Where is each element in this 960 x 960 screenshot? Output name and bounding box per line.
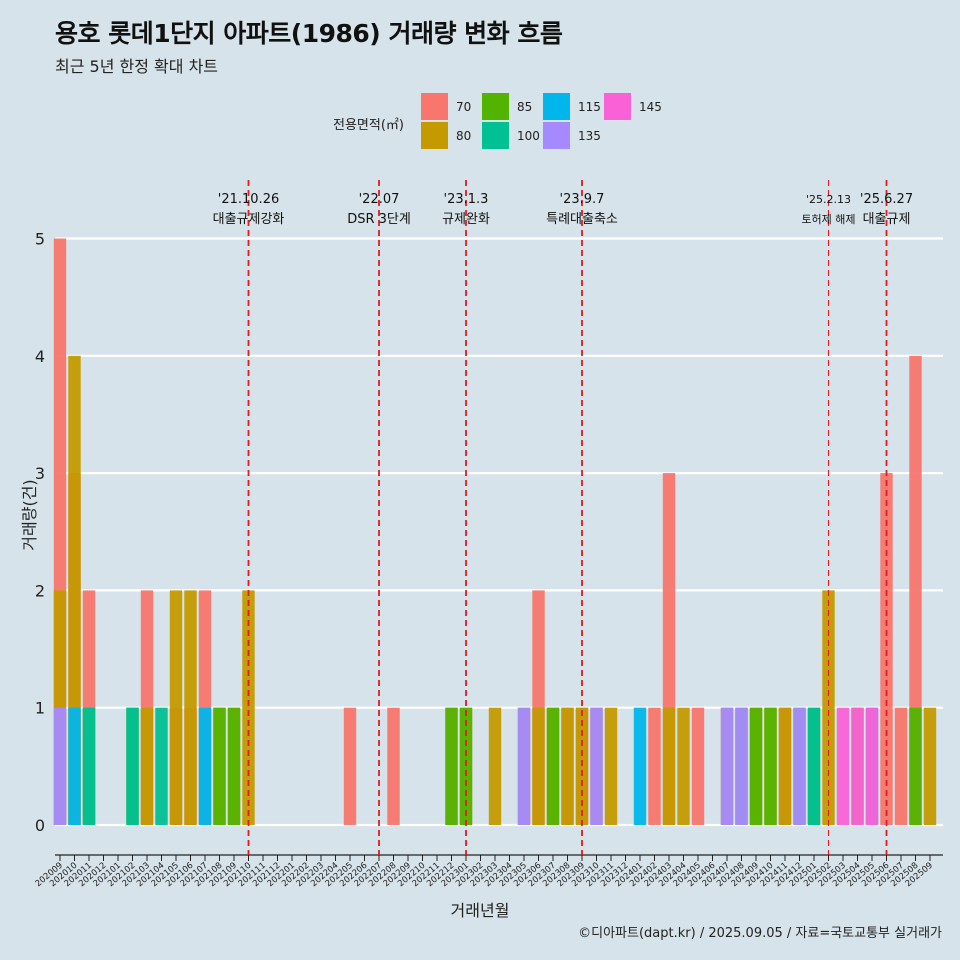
event-label: 특례대출축소 [546,212,618,227]
legend-swatch-135 [543,122,570,149]
bar-202402-70 [648,707,661,825]
y-tick-label: 2 [35,581,45,600]
bar-202408-135 [735,707,748,825]
bar-202301-85 [459,707,473,825]
bar-202508-85 [909,707,922,825]
bar-202103-80 [140,707,154,825]
event-date: '23.1.3 [444,192,489,207]
bar-202311-80 [604,707,618,825]
bar-202305-135 [517,707,531,825]
legend-swatch-145 [604,93,631,120]
bar-202105-80 [169,590,183,825]
bar-202503-145 [836,707,850,825]
legend-swatch-70 [421,93,448,120]
bar-202310-135 [590,707,603,825]
legend-label-70: 70 [456,100,471,114]
bar-202208-70 [387,707,400,825]
legend-label-145: 145 [639,100,662,114]
event-date: '23.9.7 [560,192,605,207]
bar-202306-80 [532,707,545,825]
bar-202401-115 [633,707,647,825]
bar-202212-85 [445,707,458,825]
bar-202411-80 [778,707,792,825]
chart-subtitle: 최근 5년 한정 확대 차트 [55,57,219,76]
legend-label-135: 135 [578,129,601,143]
legend-swatch-80 [421,122,448,149]
bar-202010-115 [68,707,81,825]
bar-202404-80 [677,707,690,825]
event-date: '25.2.13 [806,193,851,206]
bar-202502-80 [822,590,835,825]
event-label: DSR 3단계 [347,212,411,227]
bar-202011-100 [82,707,96,825]
legend-label-80: 80 [456,129,471,143]
legend-title: 전용면적(㎡) [333,118,404,133]
bar-202106-80 [184,590,197,825]
bar-202303-80 [488,707,502,825]
caption: ©디아파트(dapt.kr) / 2025.09.05 / 자료=국토교통부 실… [578,926,942,941]
y-tick-label: 5 [35,230,45,249]
legend-label-115: 115 [578,100,601,114]
bar-202403-80 [662,707,676,825]
event-date: '22.07 [359,192,400,207]
chart-title: 용호 롯데1단지 아파트(1986) 거래량 변화 흐름 [55,19,563,48]
bar-202307-85 [546,707,560,825]
legend-swatch-85 [482,93,509,120]
bar-202407-135 [720,707,734,825]
bar-202501-100 [807,707,821,825]
bar-202309-80 [575,707,589,825]
bar-202107-115 [198,707,212,825]
legend-swatch-100 [482,122,509,149]
bar-202507-70 [894,707,908,825]
y-tick-label: 3 [35,464,45,483]
event-label: 대출규제강화 [213,212,285,227]
bar-202506-70 [880,473,893,825]
legend-label-85: 85 [517,100,532,114]
event-date: '21.10.26 [218,192,279,207]
bar-202102-100 [126,707,139,825]
bar-202509-80 [923,707,937,825]
y-tick-label: 4 [35,347,45,366]
event-date: '25.6.27 [860,192,913,207]
bar-202410-85 [764,707,777,825]
bar-202405-70 [691,707,705,825]
legend-label-100: 100 [517,129,540,143]
bar-202205-70 [343,707,357,825]
bar-202109-85 [227,707,241,825]
bar-202505-145 [865,707,879,825]
bar-202308-80 [561,707,574,825]
bar-202108-85 [213,707,226,825]
event-label: 토허제 해제 [801,212,855,226]
bar-202110-80 [242,590,255,825]
bar-202409-85 [749,707,763,825]
event-label: 대출규제 [863,212,911,227]
x-axis-label: 거래년월 [450,901,510,920]
legend-swatch-115 [543,93,570,120]
event-label: 규제완화 [442,212,490,227]
bar-202412-135 [793,707,806,825]
y-tick-label: 0 [35,816,45,835]
bar-202009-135 [53,707,67,825]
y-tick-label: 1 [35,699,45,718]
bar-202104-100 [155,707,168,825]
bar-202504-145 [851,707,864,825]
